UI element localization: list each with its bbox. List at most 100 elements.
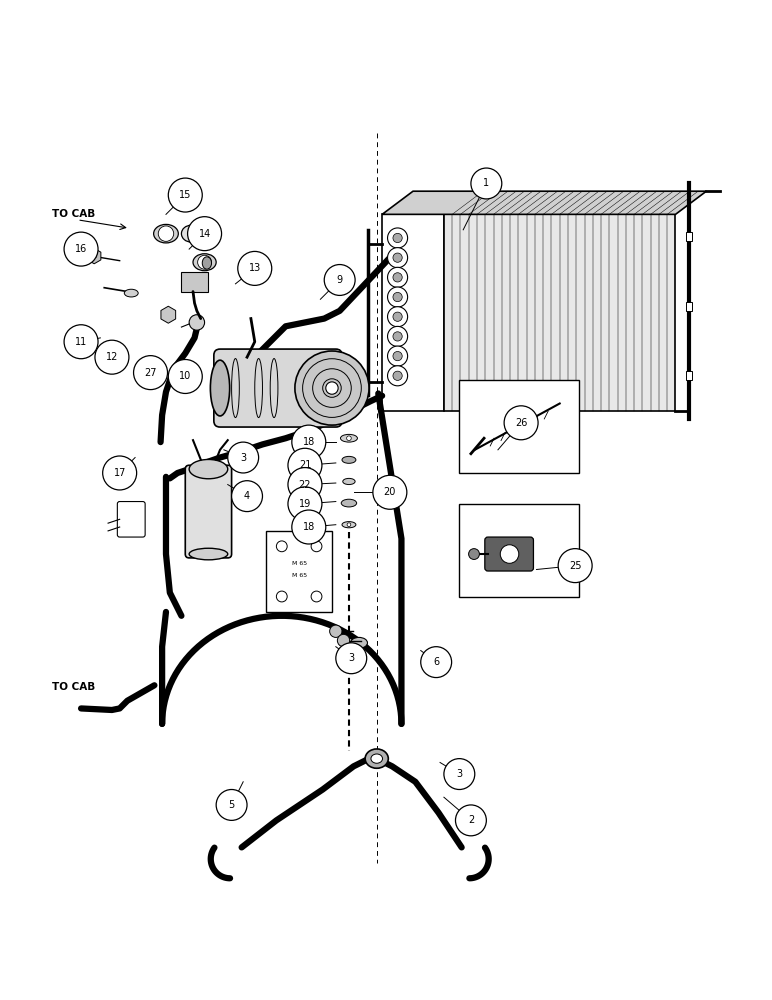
Bar <box>686 232 692 241</box>
Circle shape <box>388 248 408 268</box>
Bar <box>444 214 676 411</box>
Circle shape <box>168 359 202 393</box>
Circle shape <box>393 292 402 302</box>
FancyBboxPatch shape <box>485 537 533 571</box>
Circle shape <box>558 549 592 583</box>
Circle shape <box>232 481 262 512</box>
Text: 18: 18 <box>303 437 315 447</box>
Ellipse shape <box>202 257 212 269</box>
Text: 20: 20 <box>384 487 396 497</box>
Text: 4: 4 <box>244 491 250 501</box>
Circle shape <box>103 456 137 490</box>
Text: 1: 1 <box>483 178 489 188</box>
Circle shape <box>388 307 408 327</box>
Circle shape <box>288 448 322 482</box>
Ellipse shape <box>343 478 355 485</box>
Circle shape <box>311 541 322 552</box>
Ellipse shape <box>342 522 356 528</box>
Circle shape <box>168 178 202 212</box>
Ellipse shape <box>193 254 216 271</box>
Circle shape <box>469 549 479 559</box>
Circle shape <box>393 351 402 361</box>
Ellipse shape <box>181 225 201 242</box>
Ellipse shape <box>341 499 357 507</box>
Circle shape <box>292 425 326 459</box>
Circle shape <box>393 332 402 341</box>
Circle shape <box>64 232 98 266</box>
Circle shape <box>500 545 519 563</box>
Text: 22: 22 <box>299 480 311 490</box>
Circle shape <box>158 226 174 241</box>
Ellipse shape <box>189 459 228 479</box>
Circle shape <box>134 356 168 390</box>
Circle shape <box>189 315 205 330</box>
Text: 17: 17 <box>113 468 126 478</box>
Ellipse shape <box>124 289 138 297</box>
Circle shape <box>455 805 486 836</box>
Bar <box>459 504 579 596</box>
FancyBboxPatch shape <box>214 349 342 427</box>
Circle shape <box>388 287 408 307</box>
Text: 25: 25 <box>569 561 581 571</box>
Text: 3: 3 <box>456 769 462 779</box>
Text: 15: 15 <box>179 190 191 200</box>
Text: 12: 12 <box>106 352 118 362</box>
Circle shape <box>504 406 538 440</box>
Circle shape <box>288 468 322 502</box>
Bar <box>181 272 208 292</box>
Text: M 65: M 65 <box>292 573 306 578</box>
FancyBboxPatch shape <box>117 502 145 537</box>
Circle shape <box>288 487 322 521</box>
Circle shape <box>326 382 338 394</box>
Circle shape <box>324 265 355 295</box>
Circle shape <box>421 647 452 678</box>
Circle shape <box>228 442 259 473</box>
Circle shape <box>347 523 350 527</box>
Circle shape <box>471 168 502 199</box>
Circle shape <box>292 510 326 544</box>
Text: 3: 3 <box>240 453 246 463</box>
Circle shape <box>388 346 408 366</box>
Circle shape <box>373 475 407 509</box>
Circle shape <box>311 591 322 602</box>
Bar <box>266 531 332 612</box>
Text: 9: 9 <box>337 275 343 285</box>
Text: M 65: M 65 <box>292 561 306 566</box>
Text: 13: 13 <box>249 263 261 273</box>
Circle shape <box>95 340 129 374</box>
Ellipse shape <box>210 360 229 416</box>
Text: 5: 5 <box>229 800 235 810</box>
Circle shape <box>347 436 351 441</box>
Text: 27: 27 <box>144 368 157 378</box>
Text: 18: 18 <box>303 522 315 532</box>
Bar <box>686 371 692 380</box>
FancyBboxPatch shape <box>185 465 232 558</box>
Text: 10: 10 <box>179 371 191 381</box>
Circle shape <box>198 255 212 269</box>
Circle shape <box>238 251 272 285</box>
Circle shape <box>388 326 408 346</box>
Circle shape <box>388 228 408 248</box>
Circle shape <box>388 267 408 287</box>
Polygon shape <box>382 191 706 214</box>
Ellipse shape <box>340 434 357 442</box>
Circle shape <box>393 371 402 380</box>
Circle shape <box>393 233 402 243</box>
Bar <box>686 302 692 311</box>
Bar <box>382 214 444 411</box>
Text: 21: 21 <box>299 460 311 470</box>
Text: 6: 6 <box>433 657 439 667</box>
Text: 2: 2 <box>468 815 474 825</box>
Text: 11: 11 <box>75 337 87 347</box>
Circle shape <box>336 643 367 674</box>
Circle shape <box>337 634 350 647</box>
Bar <box>459 380 579 473</box>
Circle shape <box>393 273 402 282</box>
Circle shape <box>276 591 287 602</box>
Text: 19: 19 <box>299 499 311 509</box>
Text: 26: 26 <box>515 418 527 428</box>
Ellipse shape <box>189 548 228 560</box>
Text: TO CAB: TO CAB <box>52 209 96 219</box>
Circle shape <box>388 366 408 386</box>
Circle shape <box>276 541 287 552</box>
